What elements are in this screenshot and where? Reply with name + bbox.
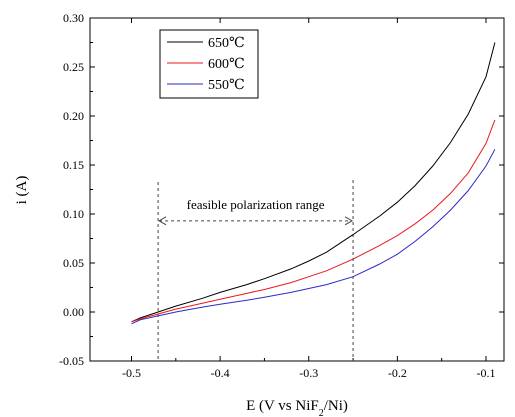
y-tick-label: 0.15 [63, 158, 84, 172]
y-tick-label: 0.00 [63, 305, 84, 319]
x-tick-label: -0.5 [122, 366, 141, 380]
legend-label: 650℃ [208, 36, 245, 51]
series-lines [131, 42, 496, 325]
range-arrowhead-right [344, 216, 354, 226]
y-tick-label: 0.10 [63, 207, 84, 221]
y-axis-title: i (A) [14, 176, 30, 205]
range-label: feasible polarization range [187, 197, 325, 212]
y-tick-label: 0.20 [63, 109, 84, 123]
legend-label: 600℃ [208, 57, 245, 72]
x-axis-title: E (V vs NiF2/Ni) [246, 398, 348, 417]
legend-label: 550℃ [208, 78, 245, 93]
plot-frame [89, 17, 505, 362]
range-annotation: feasible polarization range [157, 180, 354, 361]
x-tick-label: -0.1 [477, 366, 496, 380]
x-tick-label: -0.4 [211, 366, 230, 380]
x-tick-label: -0.3 [299, 366, 318, 380]
y-tick-label: 0.25 [63, 60, 84, 74]
plot-area [89, 17, 505, 362]
series-line [131, 119, 496, 323]
x-axis: -0.5 -0.4 -0.3 -0.2 -0.1 [122, 18, 496, 380]
y-tick-label: -0.05 [59, 354, 84, 368]
x-tick-label: -0.2 [388, 366, 407, 380]
legend-box [159, 29, 259, 99]
range-arrowhead-left [158, 216, 167, 226]
series-line [131, 149, 496, 325]
legend: 650℃ 600℃ 550℃ [159, 29, 259, 99]
y-tick-label: 0.30 [63, 11, 84, 25]
y-tick-label: 0.05 [63, 256, 84, 270]
series-line [131, 42, 496, 323]
y-axis: -0.05 0.00 0.05 0.10 0.15 0.20 0.25 0.30 [59, 11, 504, 368]
